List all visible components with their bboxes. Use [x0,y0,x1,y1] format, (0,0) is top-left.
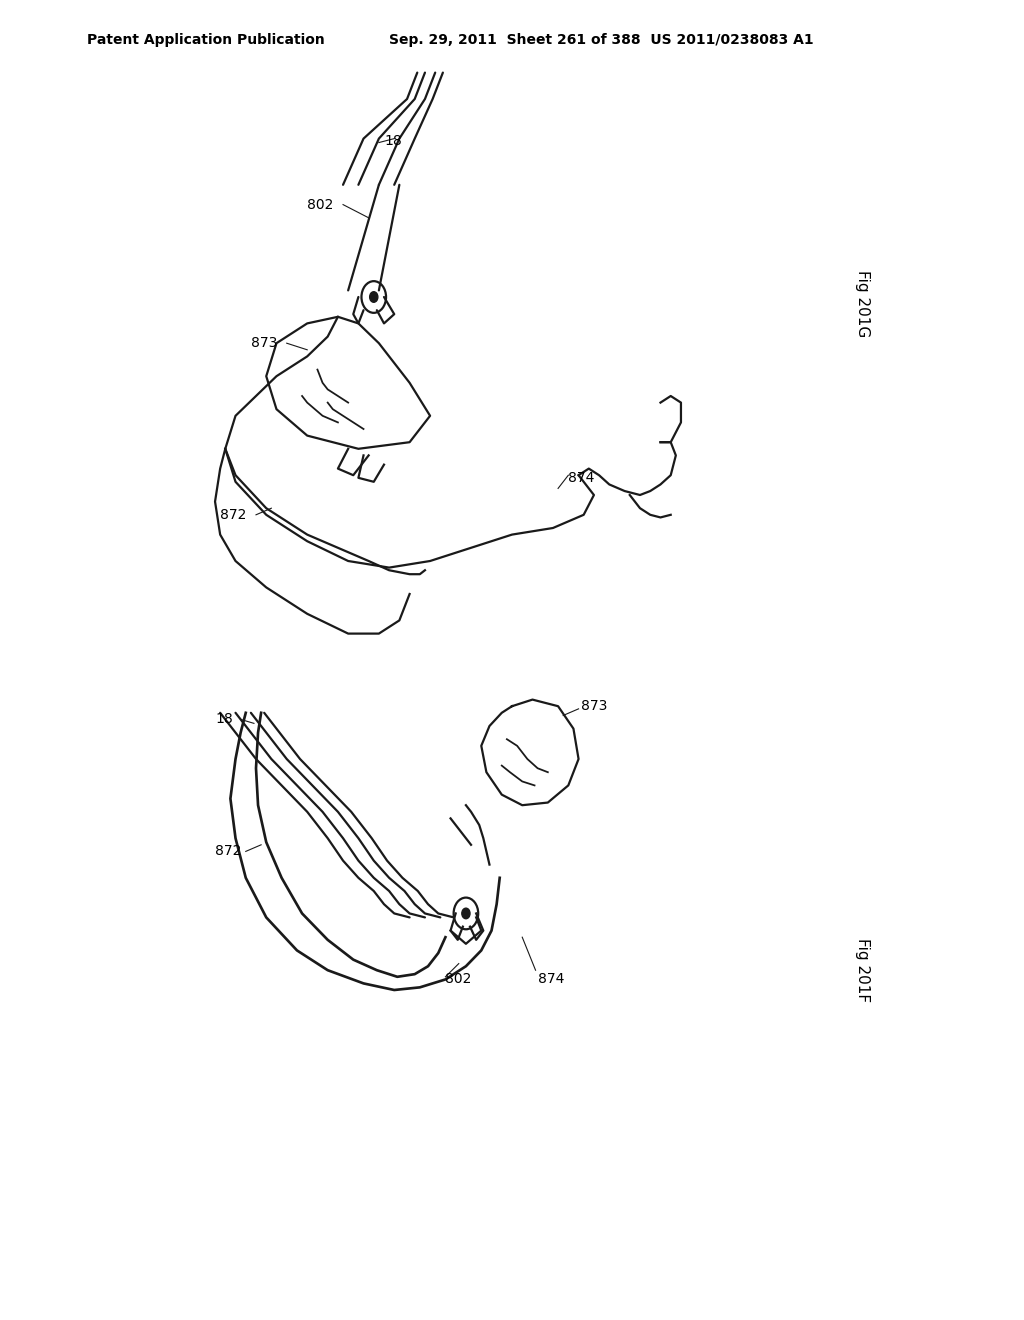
Text: 18: 18 [384,135,401,148]
Text: 873: 873 [581,700,607,713]
Circle shape [370,292,378,302]
Text: Fig 201F: Fig 201F [855,939,870,1002]
Text: 802: 802 [307,198,334,211]
Circle shape [462,908,470,919]
Text: 802: 802 [445,973,472,986]
Text: 18: 18 [215,713,232,726]
Text: Fig 201G: Fig 201G [855,271,870,337]
Text: 872: 872 [215,845,242,858]
Text: Sep. 29, 2011  Sheet 261 of 388  US 2011/0238083 A1: Sep. 29, 2011 Sheet 261 of 388 US 2011/0… [389,33,814,48]
Text: 874: 874 [538,973,564,986]
Text: Patent Application Publication: Patent Application Publication [87,33,325,48]
Text: 874: 874 [568,471,595,484]
Text: 873: 873 [251,337,278,350]
Text: 872: 872 [220,508,247,521]
